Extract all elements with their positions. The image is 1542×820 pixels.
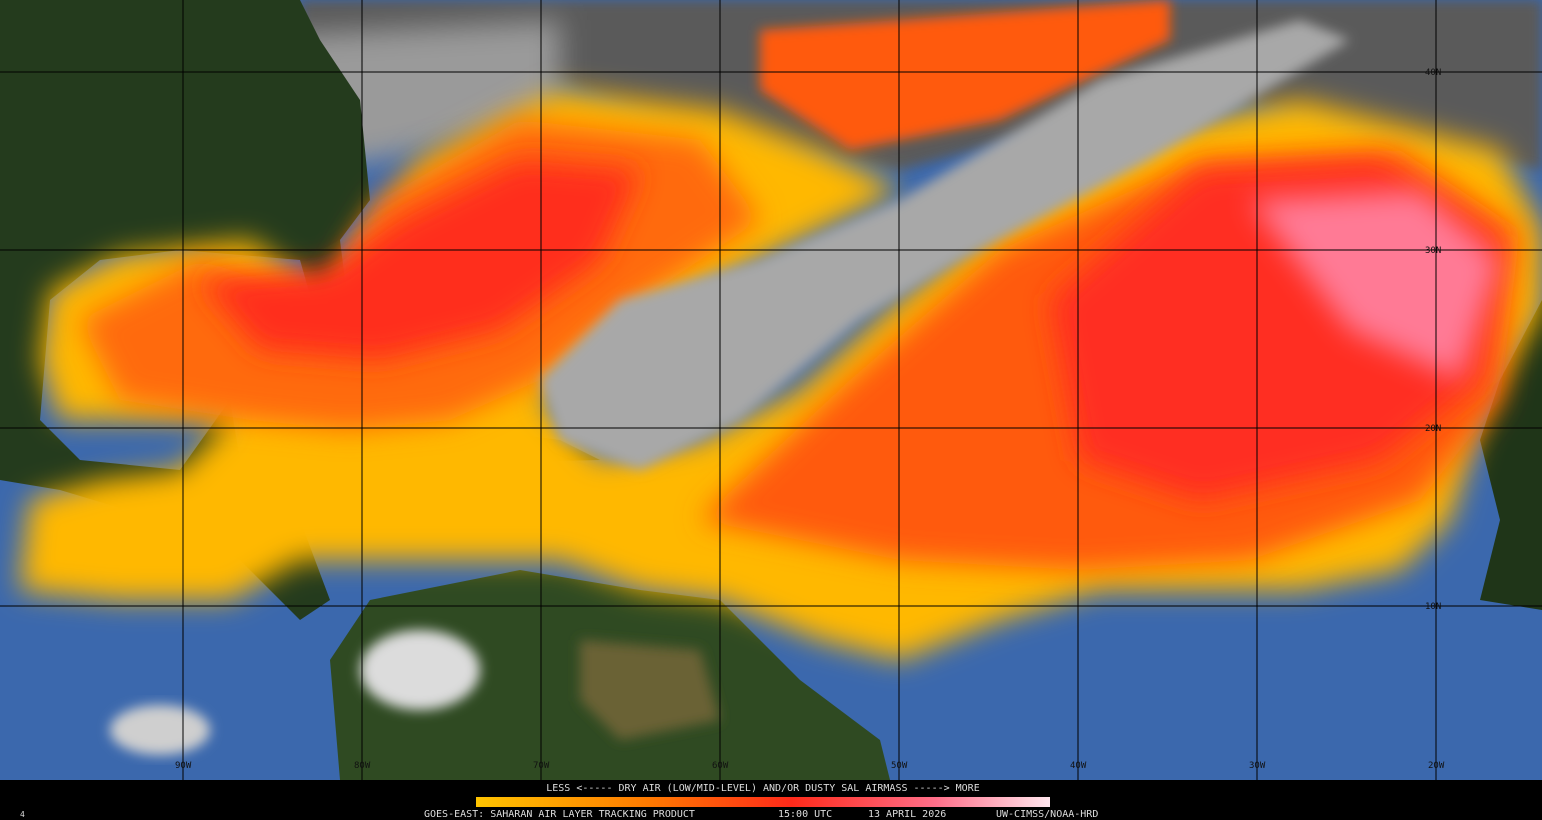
land-africa (1480, 300, 1542, 610)
longitude-label: 80W (354, 761, 371, 771)
sal-north (760, 0, 1170, 150)
longitude-label: 30W (1249, 761, 1266, 771)
longitude-label: 70W (533, 761, 550, 771)
longitude-label: 60W (712, 761, 729, 771)
graticule: 40N 30N 20N 10N 90W 80W 70W 60W 50W 40W 30W 20W (0, 0, 1542, 780)
cloud (110, 705, 210, 755)
latitude-label: 30N (1425, 246, 1441, 256)
latitude-label: 40N (1425, 68, 1441, 78)
land-highlands (580, 640, 720, 740)
longitude-label: 50W (891, 761, 908, 771)
longitude-label: 90W (175, 761, 192, 771)
land-north-america (0, 0, 370, 620)
longitude-label: 20W (1428, 761, 1445, 771)
cloud (360, 630, 480, 710)
latitude-label: 20N (1425, 424, 1441, 434)
longitude-label: 40W (1070, 761, 1087, 771)
latitude-label: 10N (1425, 602, 1441, 612)
sal-core (200, 160, 640, 360)
legend-text: LESS <----- DRY AIR (LOW/MID-LEVEL) AND/… (546, 783, 979, 794)
date: 13 APRIL 2026 (868, 809, 946, 820)
legend-scale (476, 797, 1050, 807)
credit: UW-CIMSS/NOAA-HRD (996, 809, 1098, 820)
cloud-band (540, 20, 1350, 470)
imagery (0, 0, 1542, 780)
product-title: GOES-EAST: SAHARAN AIR LAYER TRACKING PR… (424, 809, 695, 820)
corner-label: 4 (20, 810, 25, 819)
sal-peak (1250, 190, 1500, 380)
time: 15:00 UTC (778, 809, 832, 820)
